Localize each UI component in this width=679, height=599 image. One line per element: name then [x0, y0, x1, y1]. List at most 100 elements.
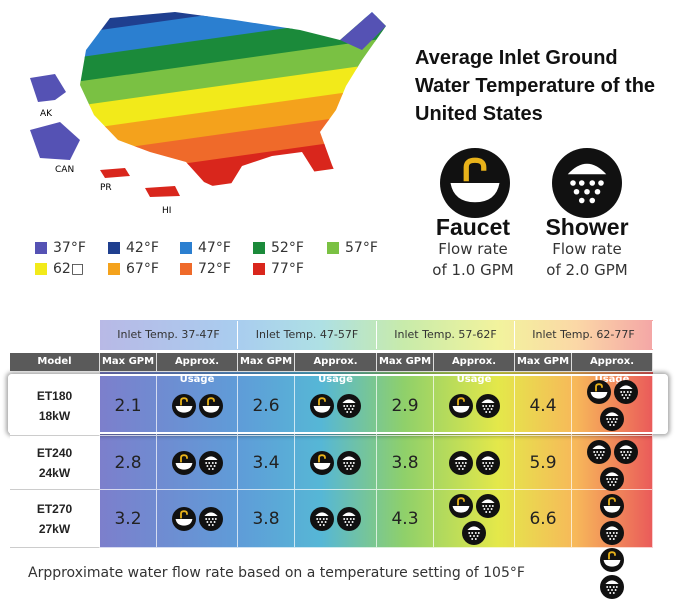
usage-cell	[157, 436, 238, 490]
usage-cell	[434, 376, 515, 436]
legend-item: 57°F	[327, 240, 378, 256]
shower-icon	[337, 450, 361, 475]
legend-label: 67°F	[126, 261, 159, 277]
shower-icon	[600, 521, 624, 545]
map-band	[340, 12, 386, 50]
legend-item: 62□	[35, 261, 84, 277]
usage-cell	[157, 376, 238, 436]
map-band	[80, 12, 386, 66]
column-header: Approx. Usage	[572, 353, 653, 385]
group-header: Inlet Temp. 62-77F	[515, 321, 653, 349]
shower-icon	[600, 575, 624, 599]
faucet-icon	[600, 494, 624, 518]
model-cell: ET270 27kW	[10, 490, 100, 548]
legend-swatch	[327, 242, 339, 254]
shower-icon	[448, 450, 473, 475]
column-header: Max GPM	[238, 353, 295, 371]
icon-text: Flow rate	[552, 240, 622, 258]
model-name: ET240	[36, 445, 73, 460]
faucet-icon	[171, 450, 196, 475]
legend-label: 57°F	[345, 240, 378, 256]
faucet-icon	[586, 380, 611, 404]
legend-swatch	[108, 242, 120, 254]
faucet-icon	[448, 393, 473, 418]
shower-icon	[337, 393, 361, 418]
legend-label: 47°F	[198, 240, 231, 256]
usage-cell	[434, 490, 515, 548]
legend-label: 52°F	[271, 240, 304, 256]
footer: Arpproximate water flow rate based on a …	[28, 565, 525, 581]
usage-cell	[295, 376, 377, 436]
faucet-icon	[198, 393, 223, 418]
shower-icon	[475, 494, 500, 518]
max-gpm: 3.2	[100, 490, 157, 548]
max-gpm: 6.6	[515, 490, 572, 548]
map-band	[80, 12, 386, 42]
shower-icon	[600, 407, 624, 431]
shower-icon	[337, 506, 361, 531]
legend-item: 52°F	[253, 240, 304, 256]
max-gpm: 3.8	[238, 490, 295, 548]
legend-swatch	[180, 263, 192, 275]
faucet-icon	[600, 548, 624, 572]
max-gpm: 2.9	[377, 376, 434, 436]
legend-label: 42°F	[126, 240, 159, 256]
faucet-icon	[440, 148, 510, 218]
legend-item: 67°F	[108, 261, 159, 277]
canada	[30, 122, 80, 160]
shower-icon	[552, 148, 622, 218]
usage-cell	[572, 376, 653, 436]
shower-icon	[475, 450, 500, 475]
shower-icon	[198, 450, 223, 475]
map-bands	[80, 12, 386, 192]
map-label: CAN	[55, 165, 74, 175]
model-power: 27kW	[38, 521, 71, 536]
legend-item: 47°F	[180, 240, 231, 256]
us-map: AK CAN PR HI	[30, 12, 386, 216]
model-cell: ET240 24kW	[10, 436, 100, 490]
column-header: Approx. Usage	[434, 353, 515, 385]
legend-label: 77°F	[271, 261, 304, 277]
usage-cell	[572, 490, 653, 599]
column-header: Max GPM	[100, 353, 157, 371]
icon-label: Shower	[545, 214, 629, 240]
legend-swatch	[108, 263, 120, 275]
shower-icon	[475, 393, 500, 418]
max-gpm: 3.4	[238, 436, 295, 490]
faucet-icon	[310, 450, 334, 475]
legend-item: 37°F	[35, 240, 86, 256]
usage-cell	[572, 436, 653, 491]
shower-icon	[613, 380, 638, 404]
usage-cell	[157, 490, 238, 548]
icon-label: Faucet	[435, 214, 511, 240]
model-power: 24kW	[38, 465, 71, 480]
model-cell: ET180 18kW	[10, 376, 100, 436]
legend-item: 72°F	[180, 261, 231, 277]
legend-swatch	[253, 242, 265, 254]
legend-label: 72°F	[198, 261, 231, 277]
icon-text: of 1.0 GPM	[432, 261, 514, 279]
hawaii	[145, 186, 180, 197]
max-gpm: 4.4	[515, 376, 572, 436]
map-label: HI	[162, 206, 171, 216]
legend-label: 37°F	[53, 240, 86, 256]
max-gpm: 2.6	[238, 376, 295, 436]
legend-swatch	[180, 242, 192, 254]
map-band	[80, 55, 386, 137]
legend-label: 62□	[53, 261, 85, 277]
map-label: AK	[40, 109, 53, 119]
shower-icon	[310, 506, 334, 531]
group-header: Inlet Temp. 37-47F	[100, 321, 238, 349]
shower-icon	[600, 467, 624, 491]
max-gpm: 2.1	[100, 376, 157, 436]
column-header: Max GPM	[377, 353, 434, 371]
faucet-icon	[171, 393, 196, 418]
map-band	[80, 31, 386, 114]
alaska	[30, 74, 66, 102]
icon-text: Flow rate	[438, 240, 508, 258]
usage-cell	[434, 436, 515, 490]
legend-swatch	[35, 263, 47, 275]
legend-swatch	[35, 242, 47, 254]
group-header: Inlet Temp. 47-57F	[238, 321, 377, 349]
group-header: Inlet Temp. 57-62F	[377, 321, 515, 349]
